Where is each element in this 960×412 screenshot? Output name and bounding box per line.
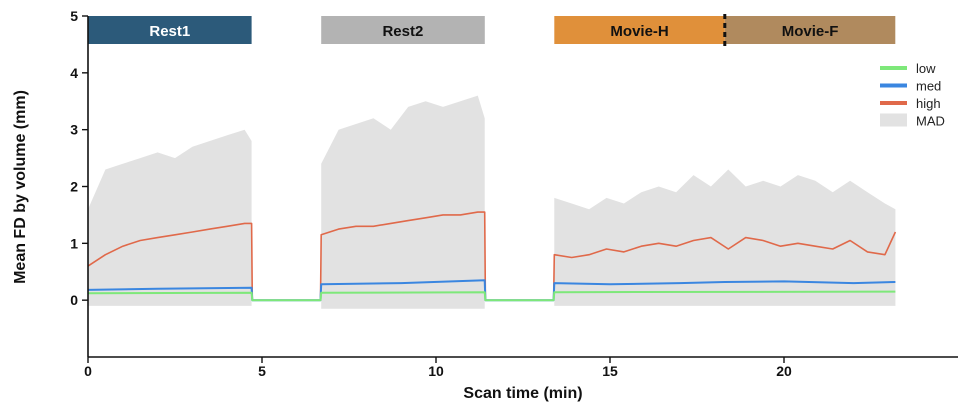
x-tick-label: 0: [84, 363, 92, 379]
y-axis-title: Mean FD by volume (mm): [12, 90, 29, 284]
condition-bar-rest2: [321, 16, 485, 44]
series-line-low: [87, 290, 896, 302]
y-ticks: 0 1 2 3 4 5: [70, 8, 88, 308]
legend-label-mad: MAD: [916, 114, 945, 129]
y-tick-label: 2: [70, 179, 78, 195]
y-tick-label: 0: [70, 292, 78, 308]
mad-band-segment-2: [321, 95, 485, 309]
condition-label-rest2: Rest2: [382, 23, 423, 40]
mad-band-segment-3: [554, 169, 896, 306]
legend-label-high: high: [916, 96, 941, 111]
x-axis-title: Scan time (min): [463, 385, 582, 402]
condition-label-movie-h: Movie-H: [610, 23, 668, 40]
legend: low med high MAD: [880, 61, 945, 129]
condition-label-rest1: Rest1: [149, 23, 190, 40]
condition-label-movie-f: Movie-F: [782, 23, 839, 40]
mad-band-segment-1: [88, 129, 252, 306]
y-tick-label: 1: [70, 235, 78, 251]
y-tick-label: 4: [70, 65, 78, 81]
mad-band-layer: [88, 95, 896, 309]
legend-label-low: low: [916, 61, 936, 76]
condition-bars-layer: Rest1 Rest2 Movie-H Movie-F: [88, 14, 896, 47]
x-ticks: 0 5 10 15 20: [84, 357, 792, 379]
y-tick-label: 3: [70, 122, 78, 138]
y-tick-label: 5: [70, 8, 78, 24]
condition-bar-rest1: [88, 16, 252, 44]
x-tick-label: 5: [258, 363, 266, 379]
condition-bar-movie-f: [724, 16, 896, 44]
legend-swatch-low: [880, 66, 907, 70]
legend-label-med: med: [916, 79, 941, 94]
legend-swatch-high: [880, 101, 907, 105]
legend-swatch-mad: [880, 113, 907, 127]
condition-bar-movie-h: [554, 16, 725, 44]
legend-swatch-med: [880, 83, 907, 88]
series-line-high: [87, 211, 897, 302]
x-tick-label: 15: [602, 363, 618, 379]
x-tick-label: 10: [428, 363, 444, 379]
x-tick-label: 20: [776, 363, 792, 379]
series-layer: [87, 211, 897, 302]
